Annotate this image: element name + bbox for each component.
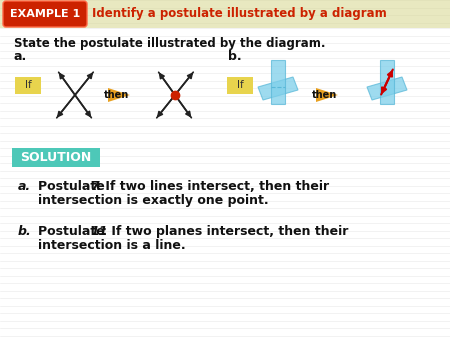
FancyBboxPatch shape <box>15 77 41 94</box>
FancyBboxPatch shape <box>227 77 253 94</box>
Text: SOLUTION: SOLUTION <box>20 151 92 164</box>
Text: Postulate: Postulate <box>38 180 109 193</box>
Text: a.: a. <box>18 180 31 193</box>
Text: then: then <box>312 90 338 100</box>
Text: 11: 11 <box>90 225 108 238</box>
Text: Postulate: Postulate <box>38 225 109 238</box>
Polygon shape <box>271 60 285 104</box>
Text: b.: b. <box>18 225 32 238</box>
Text: State the postulate illustrated by the diagram.: State the postulate illustrated by the d… <box>14 37 325 49</box>
FancyBboxPatch shape <box>0 0 450 28</box>
Text: : If two planes intersect, then their: : If two planes intersect, then their <box>102 225 348 238</box>
Text: b.: b. <box>228 50 242 64</box>
Text: Identify a postulate illustrated by a diagram: Identify a postulate illustrated by a di… <box>92 7 387 21</box>
Polygon shape <box>367 77 407 100</box>
Text: a.: a. <box>14 50 27 64</box>
Text: intersection is exactly one point.: intersection is exactly one point. <box>38 194 269 207</box>
Text: intersection is a line.: intersection is a line. <box>38 239 185 252</box>
Polygon shape <box>258 77 298 100</box>
Polygon shape <box>316 88 338 102</box>
Polygon shape <box>380 60 394 104</box>
FancyBboxPatch shape <box>3 1 87 27</box>
FancyBboxPatch shape <box>12 148 100 167</box>
Text: EXAMPLE 1: EXAMPLE 1 <box>10 9 80 19</box>
Text: If: If <box>237 80 243 91</box>
Polygon shape <box>108 88 130 102</box>
Text: If: If <box>25 80 32 91</box>
Text: : If two lines intersect, then their: : If two lines intersect, then their <box>96 180 329 193</box>
Text: 7: 7 <box>90 180 99 193</box>
FancyBboxPatch shape <box>0 28 450 338</box>
Text: then: then <box>104 90 130 100</box>
